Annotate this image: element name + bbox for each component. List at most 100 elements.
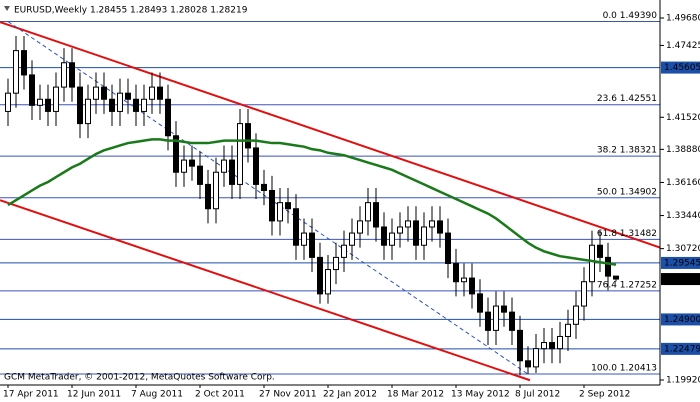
fib-label: 50.0 1.34902 <box>597 187 657 197</box>
candle-body <box>301 232 307 246</box>
price-label-box <box>661 342 700 355</box>
candle-body <box>237 123 243 185</box>
price-label: 1.29545 <box>664 258 700 268</box>
candle-body <box>381 226 387 246</box>
overlay: 0.0 1.49390 23.6 1.42551 38.2 1.38321 50.0 … <box>3 11 700 400</box>
candle-body <box>277 202 283 222</box>
candle-body <box>357 220 363 234</box>
candle-body <box>77 86 83 125</box>
candle-body <box>13 50 19 94</box>
candle-body <box>573 305 579 325</box>
candle-body <box>333 256 339 271</box>
candle-body <box>421 226 427 246</box>
candle-body <box>85 98 91 125</box>
candle-body <box>501 305 507 313</box>
candle-body <box>29 74 35 106</box>
y-tick-label: 1.33440 <box>666 211 700 221</box>
candle-body <box>549 342 555 350</box>
candle-body <box>117 92 123 112</box>
candle-body <box>221 159 227 173</box>
candle-body <box>21 50 27 76</box>
x-tick-label: 12 Jun 2011 <box>67 390 121 400</box>
candle-body <box>541 342 547 350</box>
candle-body <box>53 86 59 112</box>
y-tick-label: 1.30720 <box>666 244 700 254</box>
candle-body <box>429 220 435 228</box>
chart-title: EURUSD,Weekly 1.28455 1.28493 1.28028 1.… <box>14 6 248 16</box>
candle-body <box>469 277 475 295</box>
current-price-box <box>661 273 700 286</box>
candle-body <box>5 92 11 112</box>
candle-body <box>69 62 75 88</box>
candle-body <box>181 159 187 173</box>
x-tick-label: 27 Nov 2011 <box>259 390 317 400</box>
trendline <box>0 21 660 249</box>
y-tick-label: 1.49680 <box>666 14 700 24</box>
candle-body <box>389 232 395 246</box>
candle-body <box>485 311 491 331</box>
candle-body <box>285 202 291 210</box>
candle-body <box>213 171 219 210</box>
y-tick-label: 1.36160 <box>666 178 700 188</box>
price-label: 1.22479 <box>664 344 700 354</box>
candle-body <box>557 335 563 350</box>
x-tick-label: 13 May 2012 <box>451 390 510 400</box>
candle-body <box>397 226 403 234</box>
candle-body <box>173 135 179 173</box>
candle-body <box>589 244 595 283</box>
x-tick-label: 8 Jul 2012 <box>515 390 560 400</box>
candle-body <box>405 220 411 228</box>
candle-body <box>149 86 155 100</box>
candle-body <box>229 159 235 185</box>
fib-label: 38.2 1.38321 <box>597 146 657 156</box>
candle-body <box>189 159 195 167</box>
x-tick-label: 18 Mar 2012 <box>387 390 444 400</box>
fib-label: 23.6 1.42551 <box>597 94 657 104</box>
candle-body <box>493 305 499 331</box>
candle-body <box>133 98 139 112</box>
candle-body <box>445 232 451 264</box>
price-label: 1.45605 <box>664 63 700 73</box>
candle-body <box>37 98 43 106</box>
x-tick-label: 7 Aug 2011 <box>131 390 183 400</box>
price-label-box <box>661 256 700 269</box>
candle-body <box>341 244 347 258</box>
y-tick-label: 1.47425 <box>666 41 700 51</box>
candle-body <box>109 98 115 112</box>
candle-body <box>613 275 619 280</box>
candle-body <box>525 360 531 368</box>
candle-body <box>309 232 315 258</box>
fib-label: 61.8 1.31482 <box>597 229 657 239</box>
candle-body <box>61 62 67 88</box>
fib-label: 0.0 1.49390 <box>603 11 658 21</box>
candle-body <box>269 189 275 222</box>
candle-body <box>197 165 203 185</box>
candle-body <box>253 147 259 185</box>
x-tick-label: 22 Jan 2012 <box>323 390 377 400</box>
candle-body <box>581 281 587 307</box>
price-label-box <box>661 313 700 326</box>
price-label-box <box>661 61 700 74</box>
candle-body <box>437 220 443 234</box>
candle-body <box>317 256 323 295</box>
candle-body <box>565 323 571 337</box>
candle-body <box>453 262 459 283</box>
y-tick-label: 1.19920 <box>666 376 700 386</box>
candle-body <box>261 183 267 191</box>
candle-body <box>509 311 515 331</box>
fib-label: 100.0 1.20413 <box>591 364 657 374</box>
candle-body <box>461 277 467 283</box>
x-tick-label: 2 Oct 2011 <box>195 390 245 400</box>
candle-body <box>205 183 211 210</box>
candle-body <box>125 92 131 100</box>
symbol-icon <box>4 6 10 11</box>
candle-body <box>101 86 107 100</box>
candle-body <box>533 348 539 368</box>
candle-body <box>93 86 99 100</box>
candle-body <box>325 269 331 295</box>
candle-body <box>477 293 483 313</box>
x-tick-label: 2 Sep 2012 <box>579 390 630 400</box>
candle-body <box>365 202 371 222</box>
footer: GCM MetaTrader, © 2001-2012, MetaQuotes … <box>4 373 275 383</box>
